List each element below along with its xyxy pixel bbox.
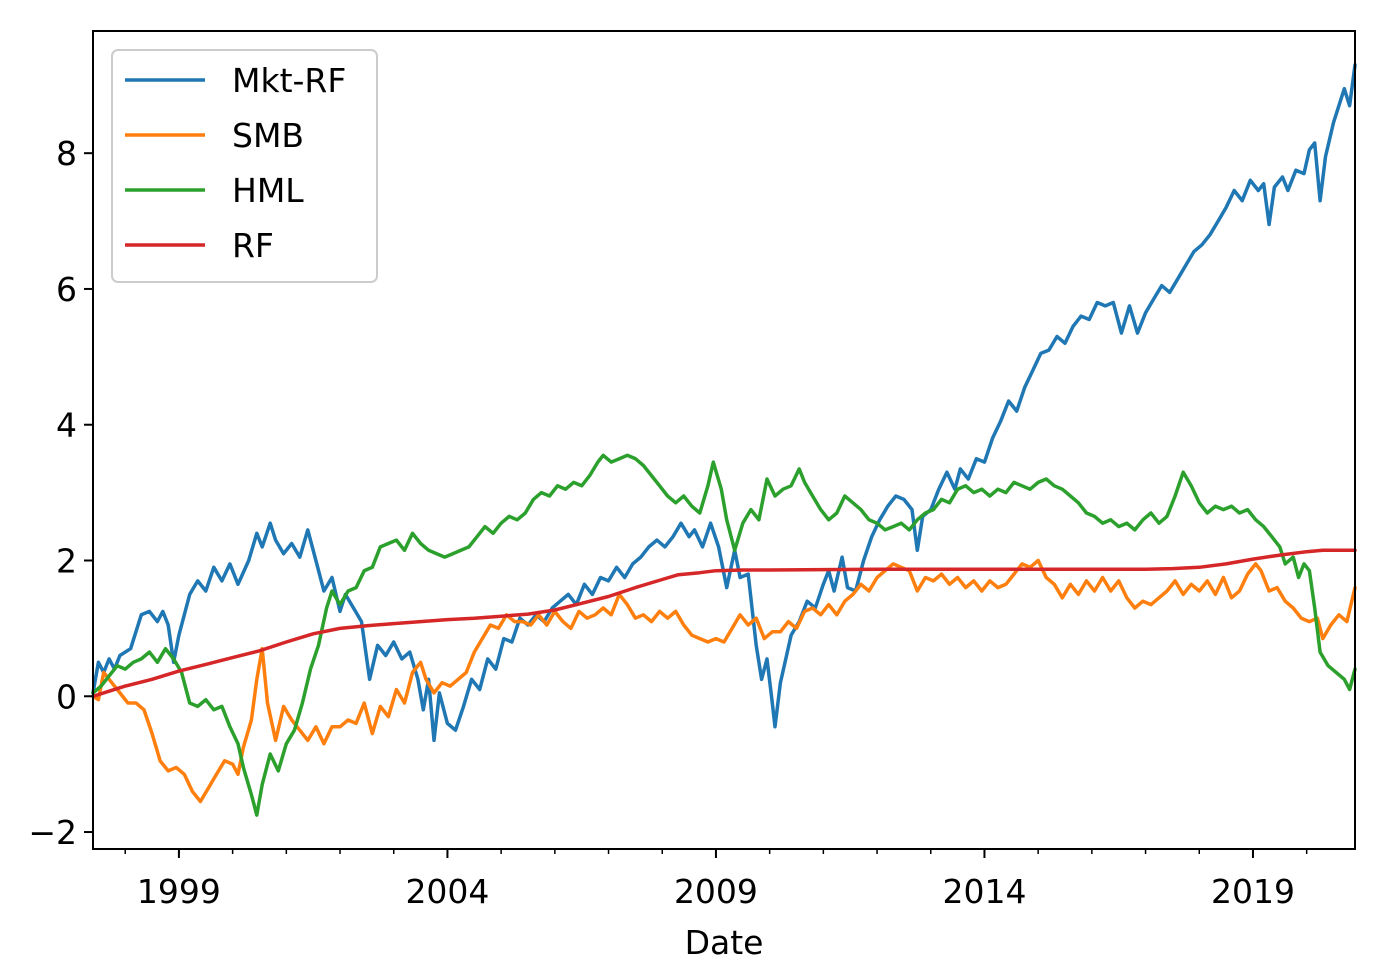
legend-label-hml: HML [232, 171, 304, 210]
legend-label-mkt-rf: Mkt-RF [232, 61, 346, 100]
y-tick-label: 2 [56, 541, 77, 580]
plot-frame [92, 30, 1356, 850]
x-tick-label: 1999 [137, 872, 221, 911]
x-axis: 1999 2004 2009 2014 2019 [124, 849, 1308, 911]
series-line-smb [91, 558, 1357, 804]
x-tick-label: 2014 [942, 872, 1026, 911]
x-tick-label: 2009 [674, 872, 758, 911]
legend-label-smb: SMB [232, 116, 304, 155]
legend-box [111, 49, 378, 283]
x-axis-label: Date [685, 923, 764, 956]
x-tick-label: 2019 [1211, 872, 1295, 911]
x-tick-label: 2004 [405, 872, 489, 911]
y-tick-label: 4 [56, 406, 77, 445]
legend-label-rf: RF [232, 226, 274, 265]
series-line-hml [91, 453, 1357, 817]
series-layer [91, 63, 1357, 817]
y-tick-label: −2 [28, 813, 77, 852]
y-axis: −2 0 2 4 6 8 [28, 134, 93, 852]
y-tick-label: 8 [56, 134, 77, 173]
y-tick-label: 6 [56, 270, 77, 309]
y-tick-label: 0 [56, 677, 77, 716]
series-line-mkt-rf [91, 63, 1357, 743]
legend: Mkt-RF SMB HML RF [111, 49, 378, 283]
series-line-rf [91, 548, 1357, 699]
